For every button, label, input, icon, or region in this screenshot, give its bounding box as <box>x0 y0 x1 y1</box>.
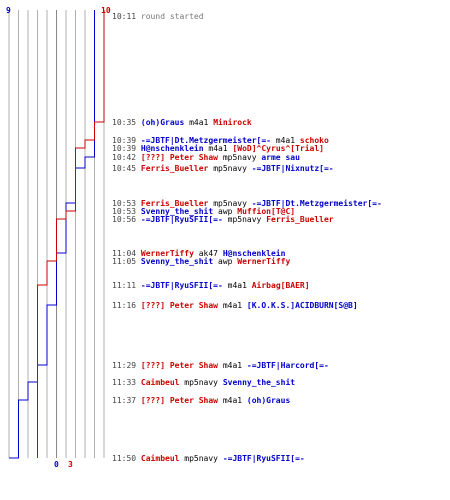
victim-name: Muffion[T@C] <box>237 207 296 216</box>
weapon-name: mp5navy <box>213 164 247 173</box>
victim-name: -=JBTF|Dt.Metzgermeister[=- <box>251 199 382 208</box>
weapon-name: mp5navy <box>213 199 247 208</box>
event-time: 11:11 <box>112 281 137 290</box>
killer-name: H@nschenklein <box>140 144 204 153</box>
victim-name: [K.O.K.S.]ACIDBURN[S@B] <box>246 301 358 310</box>
log-row: 11:16 [???] Peter Shaw m4a1 [K.O.K.S.]AC… <box>112 301 358 310</box>
log-row: 10:35 (oh)Graus m4a1 Minirock <box>112 118 252 127</box>
log-row: 11:05 Svenny_the_shit awp WernerTiffy <box>112 257 290 266</box>
log-row: 10:56 -=JBTF|RyuSFII[=- mp5navy Ferris_B… <box>112 215 334 224</box>
killer-name: (oh)Graus <box>140 118 185 127</box>
log-row: 10:42 [???] Peter Shaw mp5navy arme sau <box>112 153 300 162</box>
victim-name: arme sau <box>261 153 300 162</box>
killer-name: [???] Peter Shaw <box>140 361 218 370</box>
victim-name: (oh)Graus <box>246 396 291 405</box>
victim-name: -=JBTF|Harcord[=- <box>246 361 329 370</box>
victim-name: Minirock <box>213 118 252 127</box>
event-time: 10:11 <box>112 12 137 21</box>
killer-name: Ferris_Bueller <box>140 164 209 173</box>
killer-name: [???] Peter Shaw <box>140 396 218 405</box>
log-row: 10:39 H@nschenklein m4a1 [WoD]^Cyrus^[Tr… <box>112 144 324 153</box>
victim-name: [WoD]^Cyrus^[Trial] <box>232 144 324 153</box>
killer-name: Ferris_Bueller <box>140 199 209 208</box>
weapon-name: mp5navy <box>222 153 257 162</box>
victim-name: -=JBTF|RyuSFII[=- <box>222 454 305 463</box>
victim-name: Airbag[BAER] <box>251 281 310 290</box>
weapon-name: m4a1 <box>222 301 243 310</box>
killer-name: -=JBTF|Dt.Metzgermeister[=- <box>140 136 271 145</box>
log-row: 11:37 [???] Peter Shaw m4a1 (oh)Graus <box>112 396 290 405</box>
log-row: 11:33 Caimbeul mp5navy Svenny_the_shit <box>112 378 295 387</box>
killer-name: Caimbeul <box>140 454 180 463</box>
event-message: round started <box>140 12 204 21</box>
event-time: 11:50 <box>112 454 137 463</box>
weapon-name: m4a1 <box>222 396 243 405</box>
victim-name: Svenny_the_shit <box>222 378 296 387</box>
killer-name: [???] Peter Shaw <box>140 301 218 310</box>
log-row: 10:53 Ferris_Bueller mp5navy -=JBTF|Dt.M… <box>112 199 382 208</box>
victim-name: WernerTiffy <box>237 257 291 266</box>
event-time: 10:45 <box>112 164 137 173</box>
log-row: 10:53 Svenny_the_shit awp Muffion[T@C] <box>112 207 295 216</box>
event-time: 11:33 <box>112 378 137 387</box>
weapon-name: m4a1 <box>222 361 243 370</box>
killer-name: Caimbeul <box>140 378 180 387</box>
event-time: 11:29 <box>112 361 137 370</box>
red-team-count-line <box>37 10 105 458</box>
log-row: 11:11 -=JBTF|RyuSFII[=- m4a1 Airbag[BAER… <box>112 281 310 290</box>
victim-name: H@nschenklein <box>222 249 286 258</box>
event-time: 10:39 <box>112 136 137 145</box>
victim-name: Ferris_Bueller <box>266 215 334 224</box>
blue-start-count: 9 <box>6 6 11 15</box>
victim-name: -=JBTF|Nixnutz[=- <box>251 164 334 173</box>
log-row: 10:11 round started <box>112 12 204 21</box>
victim-name: schoko <box>299 136 329 145</box>
killer-name: WernerTiffy <box>140 249 194 258</box>
red-end-count: 3 <box>68 460 73 469</box>
killer-name: -=JBTF|RyuSFII[=- <box>140 281 223 290</box>
event-time: 11:16 <box>112 301 137 310</box>
event-time: 10:53 <box>112 199 137 208</box>
event-time: 11:37 <box>112 396 137 405</box>
weapon-name: m4a1 <box>227 281 247 290</box>
event-time: 10:42 <box>112 153 137 162</box>
weapon-name: m4a1 <box>208 144 228 153</box>
log-row: 11:29 [???] Peter Shaw m4a1 -=JBTF|Harco… <box>112 361 329 370</box>
event-time: 11:04 <box>112 249 137 258</box>
weapon-name: m4a1 <box>275 136 296 145</box>
event-time: 11:05 <box>112 257 137 266</box>
blue-end-count: 0 <box>54 460 59 469</box>
event-time: 10:53 <box>112 207 137 216</box>
log-row: 11:04 WernerTiffy ak47 H@nschenklein <box>112 249 285 258</box>
killer-name: [???] Peter Shaw <box>140 153 218 162</box>
log-row: 10:39 -=JBTF|Dt.Metzgermeister[=- m4a1 s… <box>112 136 329 145</box>
log-row: 10:45 Ferris_Bueller mp5navy -=JBTF|Nixn… <box>112 164 334 173</box>
event-time: 10:39 <box>112 144 137 153</box>
weapon-name: m4a1 <box>189 118 209 127</box>
blue-team-count-line <box>9 10 95 459</box>
weapon-name: awp <box>218 207 233 216</box>
killer-name: Svenny_the_shit <box>140 257 214 266</box>
event-time: 10:56 <box>112 215 137 224</box>
weapon-name: ak47 <box>198 249 218 258</box>
weapon-name: mp5navy <box>184 454 218 463</box>
log-row: 11:50 Caimbeul mp5navy -=JBTF|RyuSFII[=- <box>112 454 305 463</box>
weapon-name: awp <box>218 257 233 266</box>
weapon-name: mp5navy <box>227 215 262 224</box>
red-start-count: 10 <box>101 6 111 15</box>
killer-name: Svenny_the_shit <box>140 207 214 216</box>
event-time: 10:35 <box>112 118 137 127</box>
killer-name: -=JBTF|RyuSFII[=- <box>140 215 223 224</box>
weapon-name: mp5navy <box>184 378 218 387</box>
